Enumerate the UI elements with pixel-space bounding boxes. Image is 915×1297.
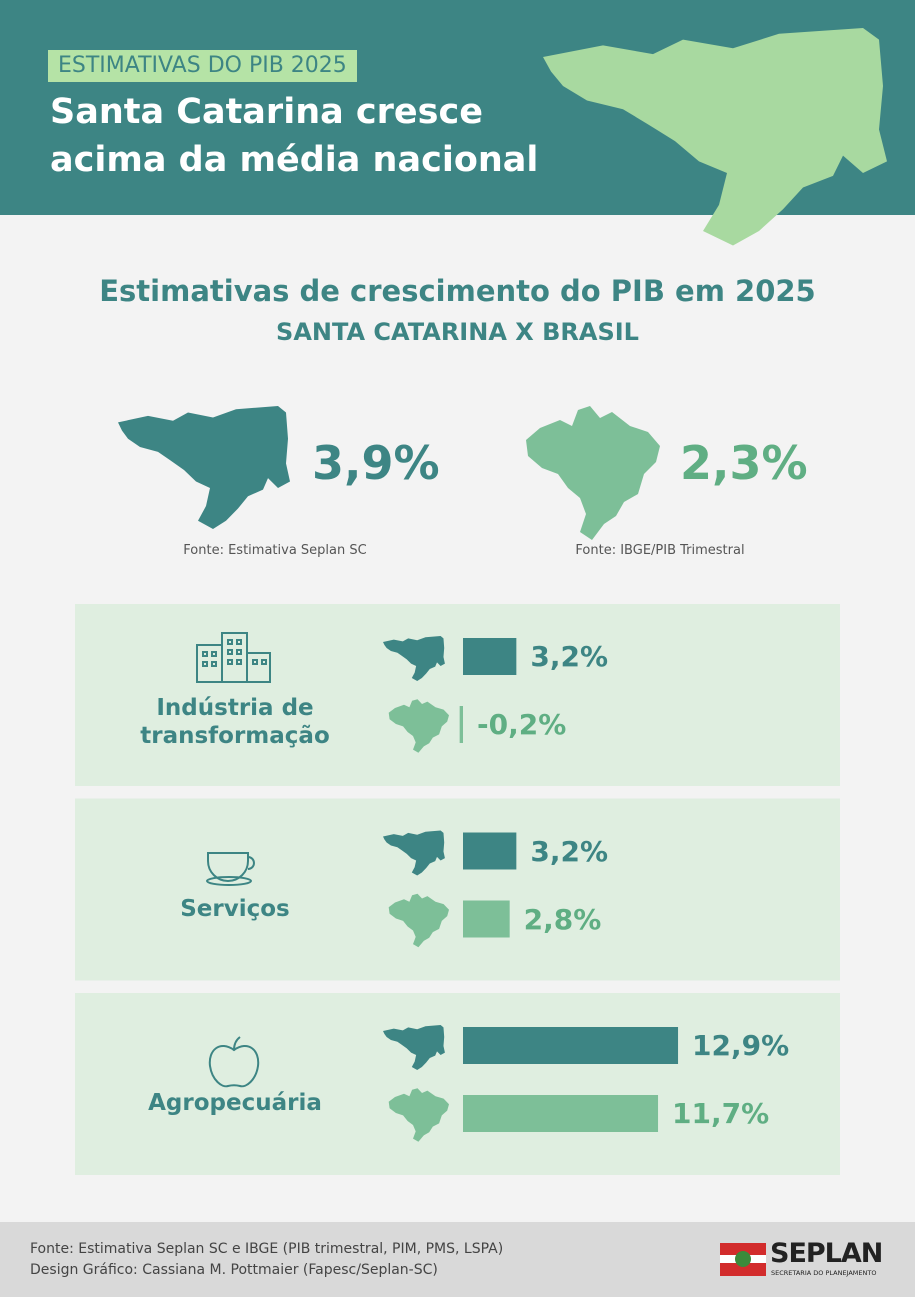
- bar: [463, 1027, 679, 1064]
- section-title: Estimativas de crescimento do PIB em 202…: [99, 274, 816, 308]
- header-title: Santa Catarina cresce: [50, 92, 483, 132]
- icons: [196, 632, 271, 1088]
- bar: [459, 706, 463, 743]
- logo-subtitle: SECRETARIA DO PLANEJAMENTO: [771, 1269, 877, 1277]
- category-label: Serviços: [180, 895, 290, 922]
- header-tag: ESTIMATIVAS DO PIB 2025: [48, 50, 357, 82]
- value-label: 3,2%: [530, 834, 608, 868]
- header-title: acima da média nacional: [50, 140, 539, 180]
- value-label: 11,7%: [672, 1097, 770, 1130]
- headline-source: Fonte: Estimativa Seplan SC: [183, 543, 367, 558]
- bar: [463, 638, 517, 675]
- logo: SEPLAN: [770, 1238, 883, 1269]
- apple-icon: [208, 1036, 260, 1088]
- headline-source: Fonte: IBGE/PIB Trimestral: [575, 543, 745, 558]
- panel: [75, 798, 840, 981]
- value-label: -0,2%: [477, 708, 567, 741]
- brazil-map: [526, 406, 660, 540]
- bar: [463, 1095, 659, 1132]
- cup-icon: [206, 852, 255, 886]
- bar: [463, 832, 517, 870]
- value-label: 12,9%: [692, 1029, 790, 1062]
- panel: [75, 993, 840, 1175]
- category-label: Agropecuária: [148, 1090, 322, 1116]
- headline-value: 3,9%: [312, 436, 440, 490]
- value-label: 3,2%: [530, 640, 608, 673]
- headline-value: 2,3%: [680, 436, 808, 490]
- bar: [463, 900, 510, 938]
- category-label: Indústria de transformação: [140, 695, 330, 749]
- value-label: 2,8%: [523, 902, 602, 936]
- seplan-flag: [720, 1243, 766, 1276]
- footer-line: Design Gráfico: Cassiana M. Pottmaier (F…: [30, 1262, 438, 1278]
- sc-map: [118, 406, 290, 529]
- footer-line: Fonte: Estimativa Seplan SC e IBGE (PIB …: [30, 1241, 504, 1257]
- panel: [75, 604, 840, 786]
- section-subtitle: SANTA CATARINA X BRASIL: [276, 318, 639, 346]
- building-icon: [196, 632, 271, 683]
